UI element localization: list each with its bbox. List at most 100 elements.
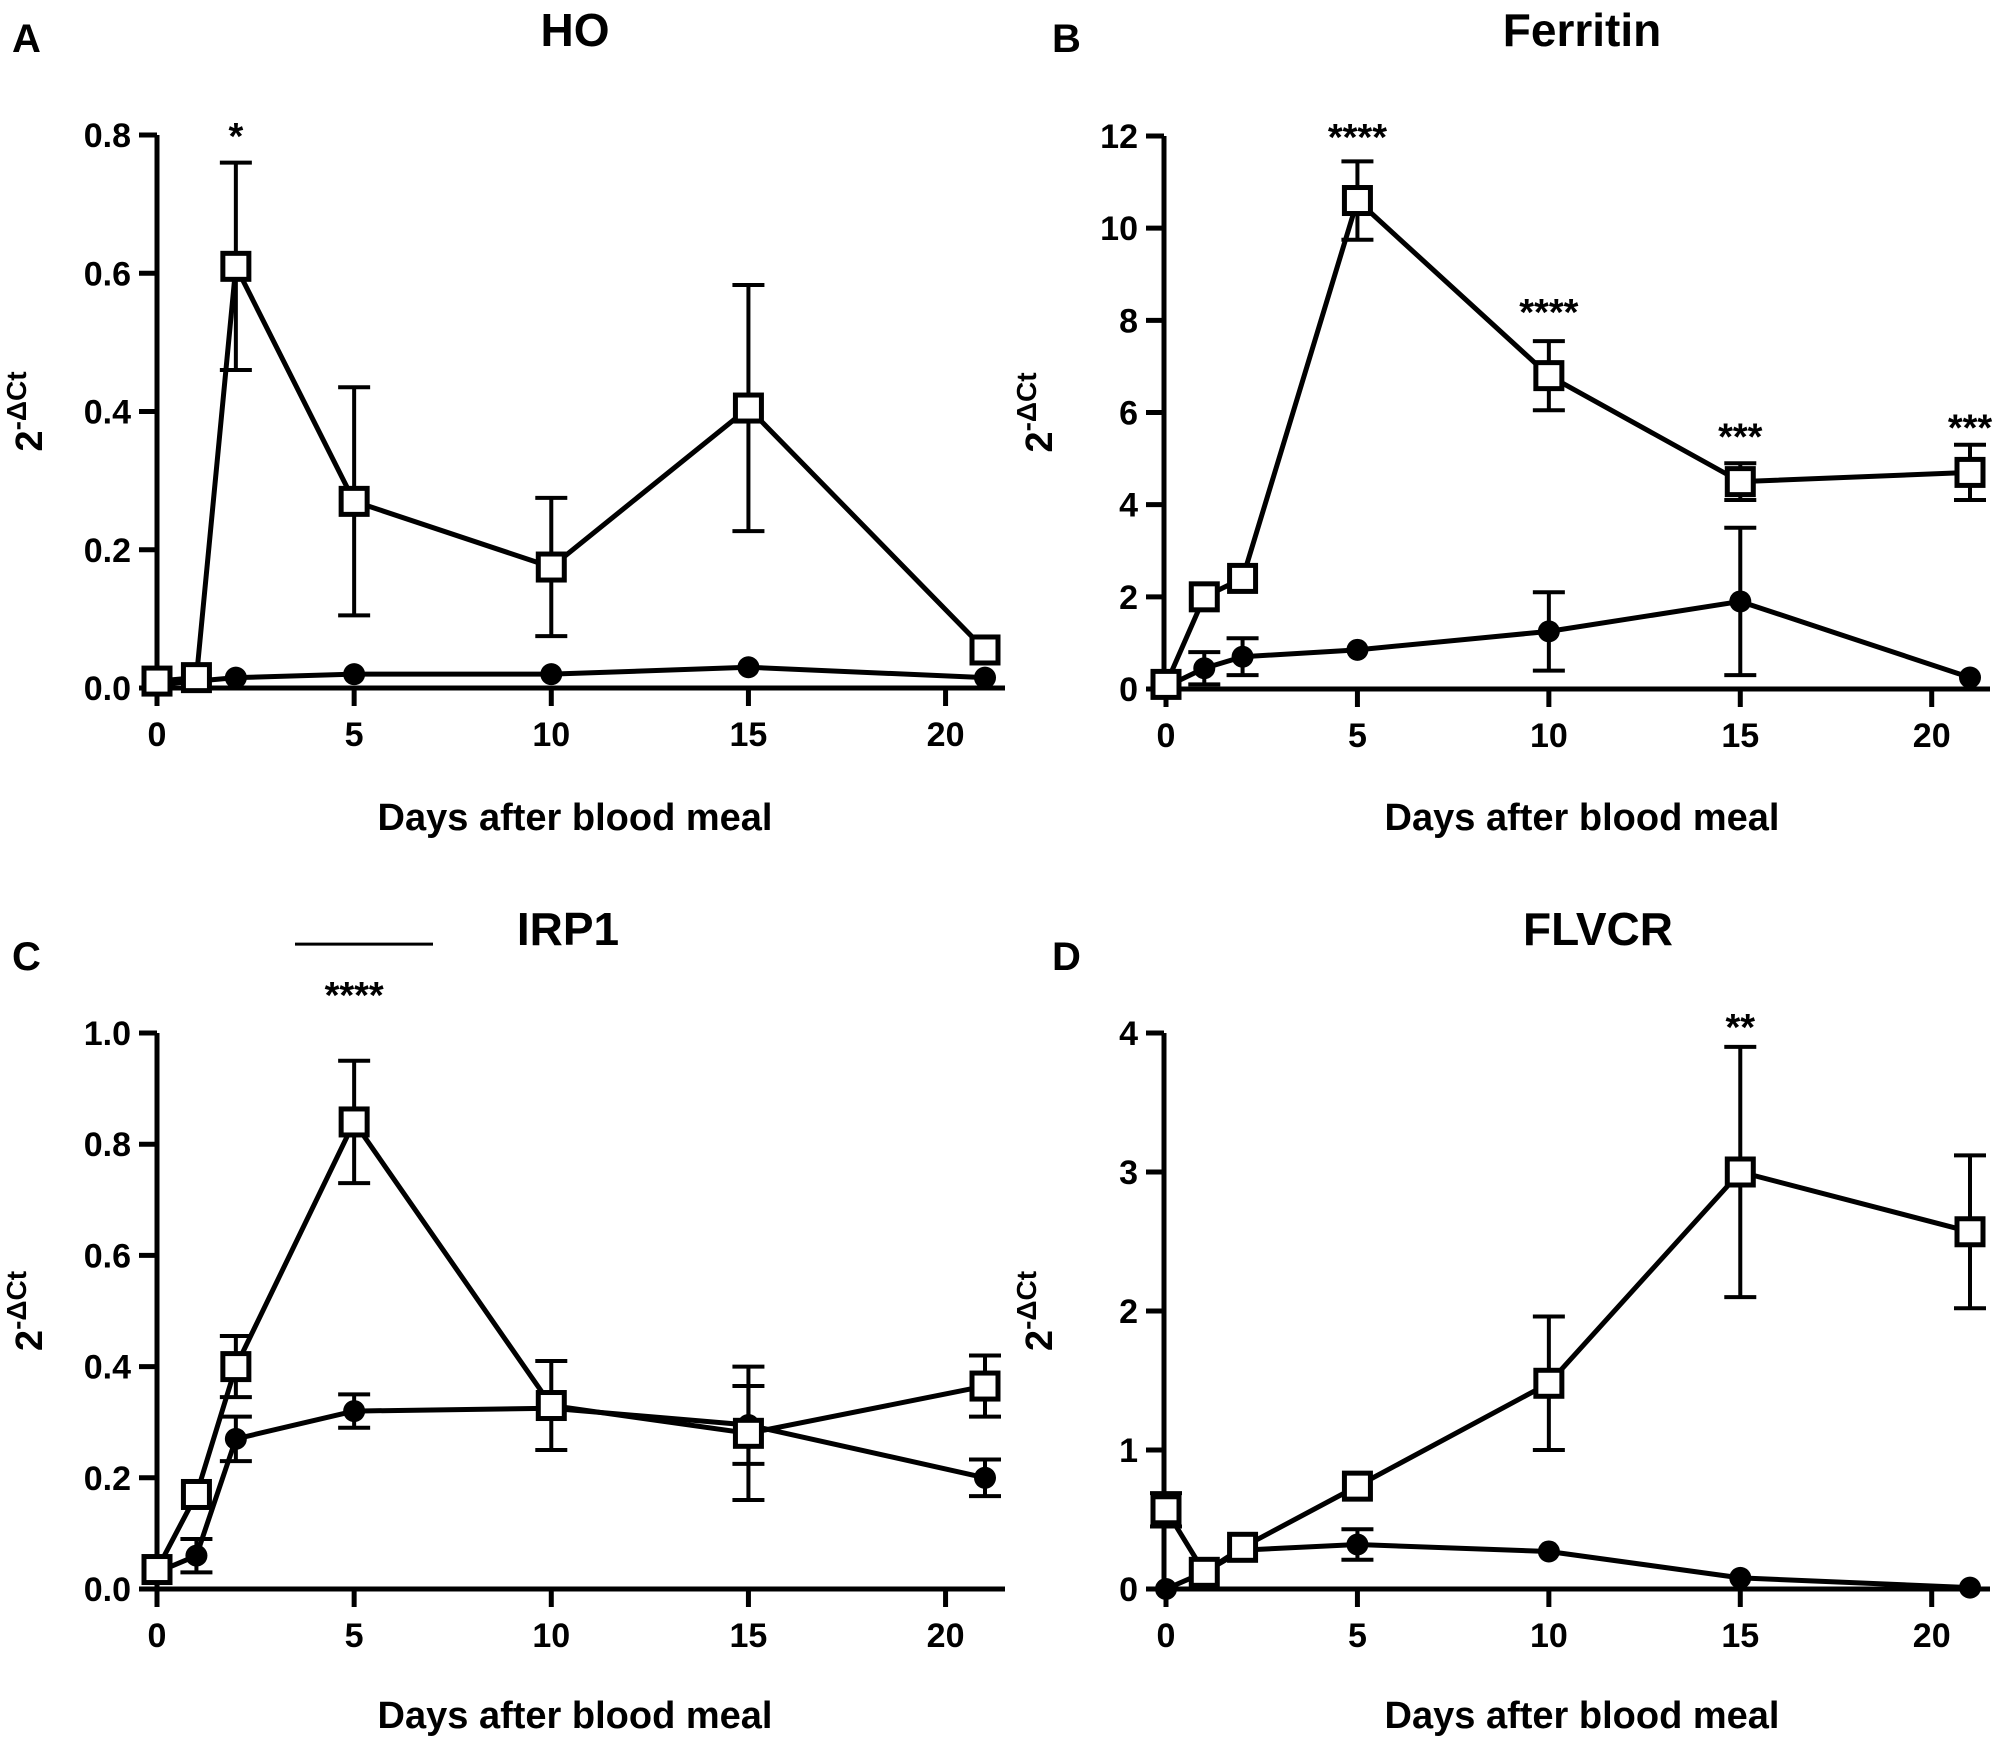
- series-line: [156, 664, 986, 688]
- series-open-squares: [1150, 1044, 1986, 1588]
- x-tick-label: 0: [148, 1617, 167, 1655]
- series-line: [1163, 198, 1971, 686]
- y-tick-label: 6: [1119, 395, 1138, 433]
- data-point-square: [1533, 360, 1565, 392]
- y-tick-label: 0.8: [84, 117, 131, 155]
- y-tick-label: 10: [1100, 210, 1138, 248]
- data-point-square: [1341, 1470, 1373, 1502]
- data-point-square: [1188, 581, 1220, 613]
- y-axis-label-base: 2: [9, 430, 51, 451]
- x-tick-label: 5: [345, 1617, 364, 1655]
- data-point-square: [180, 1478, 212, 1510]
- y-tick-label: 0.4: [84, 394, 131, 432]
- x-tick-label: 0: [1157, 717, 1176, 755]
- data-point-square: [1724, 466, 1756, 498]
- significance-label: ****: [325, 975, 384, 1017]
- data-point-square: [1150, 1494, 1182, 1526]
- data-point-circle: [540, 663, 563, 686]
- panel-c: C IRP1 0.0 0.2 0.4 0.6 0.8 1.0 0 5 10 15 20 Days afte…: [1, 903, 1005, 1737]
- y-axis-label: 2-ΔCt: [1011, 372, 1061, 452]
- data-point-square: [1724, 1156, 1756, 1188]
- y-tick-label: 4: [1119, 1015, 1138, 1053]
- series-open-squares: [141, 1058, 1001, 1586]
- panel-letter: A: [12, 17, 41, 61]
- x-tick-label: 20: [927, 716, 965, 754]
- data-point-circle: [1193, 657, 1216, 680]
- data-point-square: [535, 551, 567, 583]
- x-axis-label: Days after blood meal: [1385, 1695, 1780, 1737]
- y-axis-label-exponent: -ΔCt: [1011, 1271, 1042, 1330]
- data-point-circle: [974, 666, 996, 689]
- x-tick-label: 15: [1721, 717, 1759, 755]
- data-point-square: [732, 1417, 764, 1449]
- x-tick-label: 10: [1530, 717, 1568, 755]
- y-tick-label: 2: [1119, 1293, 1138, 1331]
- data-point-square: [1533, 1367, 1565, 1399]
- y-axis-label-exponent: -ΔCt: [1011, 372, 1042, 431]
- data-point-circle: [185, 1544, 208, 1567]
- y-axis-label-base: 2: [1019, 1330, 1061, 1351]
- panel-letter: B: [1052, 17, 1081, 61]
- data-point-square: [141, 1554, 173, 1586]
- y-tick-label: 0.6: [84, 1237, 131, 1275]
- x-tick-label: 5: [345, 716, 364, 754]
- data-point-circle: [1155, 1578, 1177, 1600]
- x-tick-label: 5: [1348, 717, 1367, 755]
- y-tick-label: 3: [1119, 1154, 1138, 1192]
- y-axis-label: 2-ΔCt: [1, 1271, 51, 1351]
- data-point-square: [220, 250, 252, 282]
- x-axis-label: Days after blood meal: [378, 1695, 773, 1737]
- y-axis-label-base: 2: [9, 1330, 51, 1351]
- data-point-circle: [1346, 1533, 1369, 1556]
- x-tick-label: 20: [927, 1617, 965, 1655]
- series-line: [1163, 1169, 1971, 1575]
- y-axis-label: 2-ΔCt: [1011, 1271, 1061, 1351]
- y-tick-label: 0.6: [84, 255, 131, 293]
- significance-label: ***: [1718, 417, 1763, 459]
- data-point-circle: [224, 666, 247, 689]
- series-line: [1165, 1542, 1971, 1592]
- series-line: [154, 1119, 986, 1571]
- data-point-circle: [974, 1466, 996, 1489]
- y-tick-label: 12: [1100, 118, 1138, 156]
- data-point-circle: [224, 1427, 247, 1450]
- y-axis-label-exponent: -ΔCt: [1, 1271, 32, 1330]
- x-tick-label: 10: [532, 716, 570, 754]
- y-tick-label: 1.0: [84, 1015, 131, 1053]
- x-tick-label: 0: [148, 716, 167, 754]
- data-point-square: [220, 1351, 252, 1383]
- data-point-square: [969, 1370, 1001, 1402]
- x-tick-label: 10: [1530, 1617, 1568, 1655]
- data-point-square: [1227, 562, 1259, 594]
- x-tick-label: 10: [532, 1617, 570, 1655]
- data-point-square: [1341, 185, 1373, 217]
- panel-d: D FLVCR 0 1 2 3 4 0 5 10 15 20 Days after blood meal…: [1011, 903, 1990, 1737]
- data-point-circle: [1537, 620, 1560, 643]
- y-tick-label: 0.4: [84, 1349, 131, 1387]
- data-point-circle: [1729, 1566, 1752, 1589]
- series-open-squares: [1150, 159, 1986, 700]
- y-tick-label: 2: [1119, 579, 1138, 617]
- data-point-square: [141, 665, 173, 697]
- chart-title: FLVCR: [1523, 903, 1673, 955]
- data-point-square: [180, 662, 212, 694]
- panel-b: B Ferritin 0 2 4 6 8 10 12 0 5 10 15 20 Days after blo…: [1011, 4, 1992, 839]
- data-point-circle: [1231, 645, 1254, 668]
- series-filled-circles: [1155, 525, 1981, 698]
- data-point-square: [732, 392, 764, 424]
- data-point-square: [338, 485, 370, 517]
- data-point-circle: [737, 656, 760, 679]
- data-point-square: [535, 1390, 567, 1422]
- chart-title: HO: [541, 4, 610, 56]
- data-point-circle: [343, 1400, 366, 1423]
- y-tick-label: 1: [1119, 1432, 1138, 1470]
- y-tick-label: 4: [1119, 487, 1138, 525]
- x-tick-label: 15: [1721, 1617, 1759, 1655]
- data-point-square: [1954, 1216, 1986, 1248]
- data-point-square: [1954, 456, 1986, 488]
- data-point-circle: [1959, 1576, 1981, 1599]
- x-tick-label: 20: [1913, 717, 1951, 755]
- x-tick-label: 15: [730, 716, 768, 754]
